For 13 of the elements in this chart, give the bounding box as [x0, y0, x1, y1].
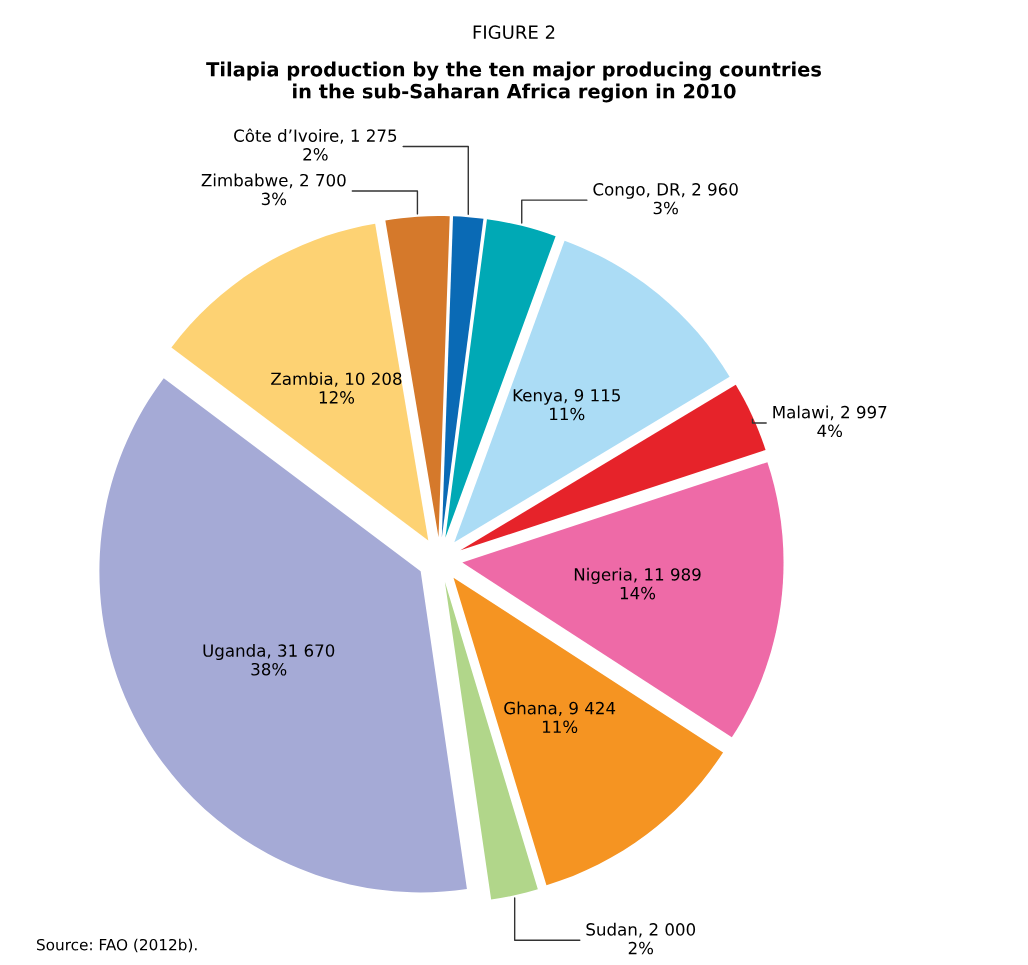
- slice-label: Uganda, 31 670 38%: [203, 643, 335, 676]
- slice-label: Zambia, 10 208 12%: [271, 372, 402, 404]
- slice-label: Nigeria, 11 989 14%: [574, 567, 701, 600]
- source-note: Source: FAO (2012b).: [36, 938, 197, 953]
- slice-label: Côte d’Ivoire, 1 275 2%: [234, 128, 397, 161]
- slice-label: Congo, DR, 2 960 3%: [593, 183, 738, 215]
- slice-label: Ghana, 9 424 11%: [504, 701, 616, 734]
- slice-label: Malawi, 2 997 4%: [773, 405, 887, 438]
- chart-title: FIGURE 2: [473, 25, 555, 40]
- chart-subtitle: Tilapia production by the ten major producing countries in the sub-Saharan Africa region in 2010: [206, 61, 821, 103]
- slice-label: Sudan, 2 000 2%: [586, 922, 696, 955]
- slice-label: Zimbabwe, 2 700 3%: [201, 173, 346, 206]
- slice-label: Kenya, 9 115 11%: [513, 388, 620, 421]
